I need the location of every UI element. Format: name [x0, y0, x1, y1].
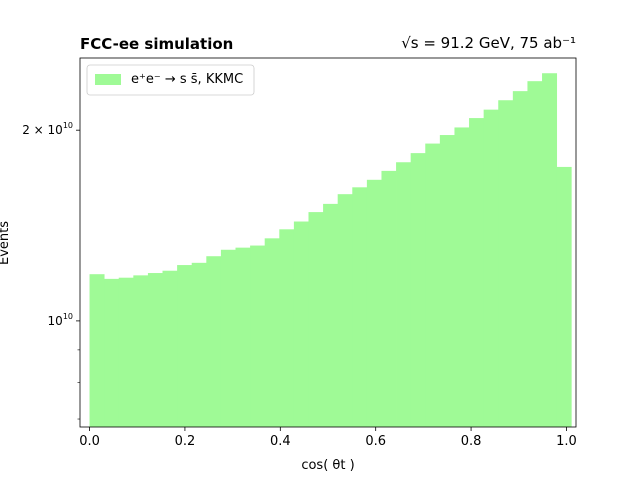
histogram-bar: [279, 229, 295, 427]
histogram-bar: [323, 203, 339, 427]
histogram-bar: [104, 278, 120, 427]
histogram-bar: [410, 153, 426, 427]
histogram-bar: [439, 135, 455, 427]
histogram-bar: [118, 277, 134, 427]
histogram-bar: [425, 143, 441, 427]
x-tick-label: 0.4: [270, 434, 291, 449]
histogram-bar: [133, 275, 149, 427]
x-tick-label: 0.8: [461, 434, 482, 449]
legend-label: e⁺e⁻ → s s̄, KKMC: [131, 72, 243, 87]
histogram-bar: [337, 194, 353, 427]
title-left: FCC-ee simulation: [80, 35, 233, 53]
histogram-bar: [542, 73, 558, 428]
histogram-bar: [381, 170, 397, 428]
plot-frame: [79, 57, 577, 428]
histogram-bar: [308, 212, 324, 427]
x-tick-label: 0.0: [79, 434, 100, 449]
histogram-bar: [366, 179, 382, 427]
y-tick-label: 2 × 1010: [22, 121, 73, 137]
histogram-bar: [264, 238, 280, 427]
legend-box: [86, 64, 255, 96]
histogram-bar: [293, 221, 309, 427]
histogram-bar: [206, 256, 222, 427]
x-tick-label: 0.6: [365, 434, 386, 449]
histogram-bar: [396, 162, 412, 428]
title-right: √s = 91.2 GeV, 75 ab⁻¹: [401, 34, 576, 52]
x-tick-label: 1.0: [556, 434, 577, 449]
legend: e⁺e⁻ → s s̄, KKMC: [86, 64, 255, 96]
histogram-bar: [177, 265, 193, 427]
histogram-bar: [454, 127, 470, 427]
histogram-bar: [556, 166, 572, 428]
x-tick-label: 0.2: [175, 434, 196, 449]
y-axis-ticks: 1010 2 × 1010: [22, 121, 80, 420]
histogram-bar: [89, 274, 105, 427]
histogram-bar: [220, 249, 236, 427]
histogram-bar: [469, 118, 485, 427]
histogram-bar: [162, 270, 178, 427]
legend-swatch: [95, 74, 121, 85]
histogram-bar: [147, 273, 163, 427]
histogram-bar: [512, 91, 528, 427]
x-axis-label: cos( θt ): [301, 458, 354, 473]
histogram-bar: [498, 100, 514, 428]
x-axis-ticks: 0.0 0.2 0.4 0.6 0.8 1.0: [79, 427, 577, 449]
histogram-bars: [89, 73, 572, 428]
histogram-bar: [352, 187, 368, 427]
histogram-bar: [191, 262, 207, 427]
histogram-bar: [483, 109, 499, 427]
histogram-bar: [250, 245, 266, 427]
histogram-bar: [235, 247, 251, 427]
y-axis-label: Events: [0, 221, 12, 265]
y-tick-label: 1010: [48, 312, 73, 328]
histogram-bar: [527, 81, 543, 428]
